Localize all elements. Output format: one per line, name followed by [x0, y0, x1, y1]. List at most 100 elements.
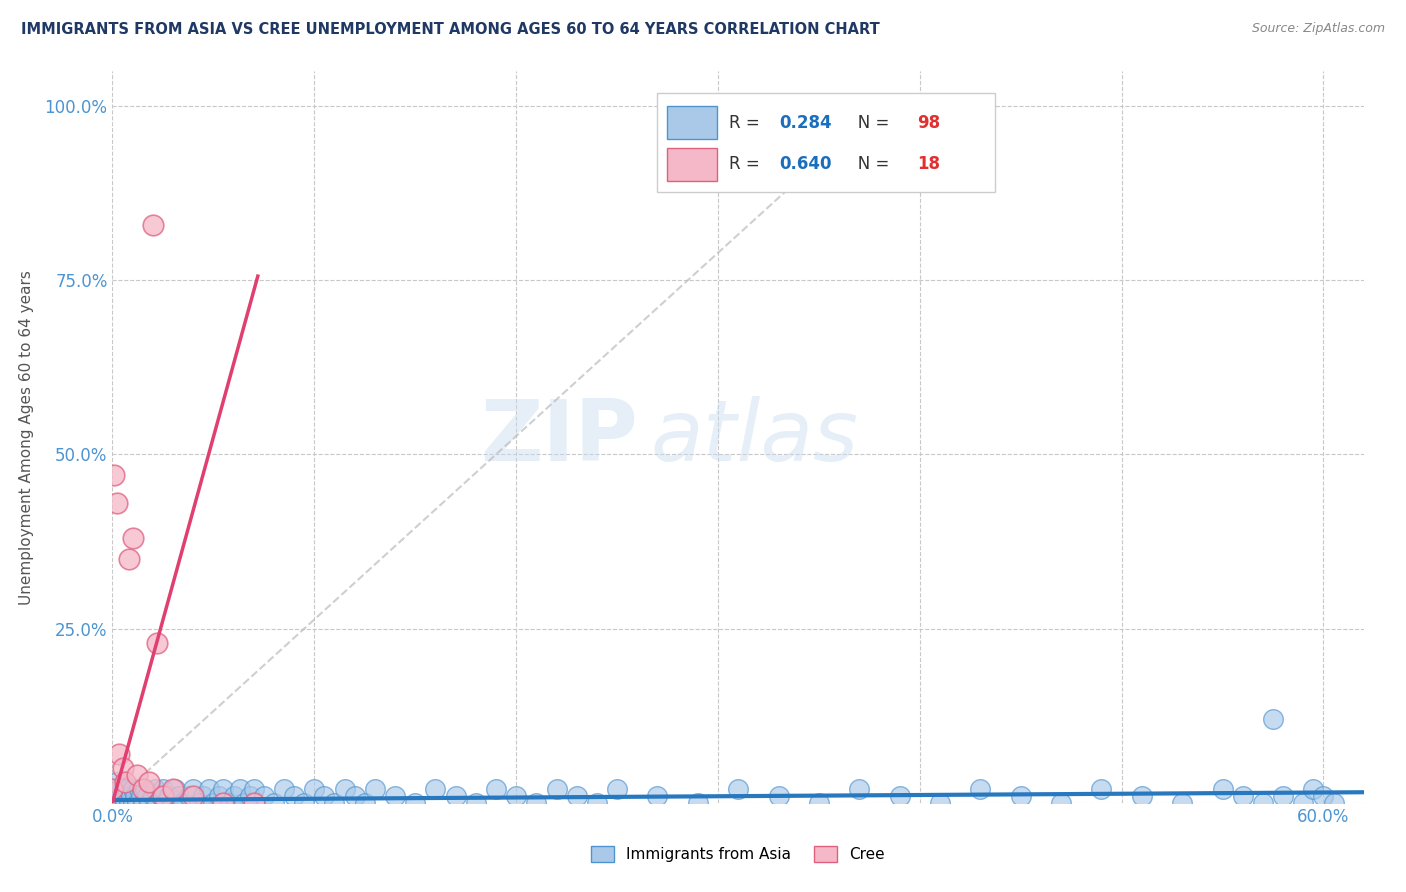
Point [188, 796, 211, 810]
Point [333, 781, 356, 796]
Point [353, 796, 375, 810]
FancyBboxPatch shape [666, 106, 717, 139]
Point [505, 789, 527, 803]
Point [1212, 781, 1234, 796]
Point [134, 781, 156, 796]
Text: R =: R = [730, 155, 765, 173]
Point [218, 796, 240, 810]
Point [105, 775, 128, 789]
Point [121, 796, 143, 810]
Point [314, 789, 336, 803]
Point [263, 796, 285, 810]
Point [1090, 781, 1112, 796]
Point [606, 781, 628, 796]
Point [132, 796, 155, 810]
Point [105, 496, 128, 510]
Point [167, 789, 190, 803]
Point [889, 789, 911, 803]
Point [111, 789, 134, 803]
FancyBboxPatch shape [657, 94, 994, 192]
Point [107, 781, 129, 796]
Point [135, 789, 157, 803]
Point [1261, 712, 1284, 726]
Point [292, 796, 315, 810]
Point [179, 789, 201, 803]
Point [162, 781, 184, 796]
Point [110, 789, 132, 803]
Point [232, 796, 254, 810]
Point [283, 789, 305, 803]
Point [138, 796, 160, 810]
Text: ZIP: ZIP [481, 395, 638, 479]
Point [807, 796, 830, 810]
Point [153, 796, 176, 810]
Point [1010, 789, 1032, 803]
Point [212, 781, 235, 796]
Point [202, 796, 225, 810]
Point [125, 796, 148, 810]
Point [212, 796, 235, 810]
Point [172, 796, 194, 810]
Point [117, 552, 139, 566]
Point [464, 796, 486, 810]
Y-axis label: Unemployment Among Ages 60 to 64 years: Unemployment Among Ages 60 to 64 years [18, 269, 34, 605]
Point [239, 789, 262, 803]
Point [647, 789, 669, 803]
Point [181, 789, 204, 803]
Point [193, 789, 215, 803]
Text: 18: 18 [917, 155, 941, 173]
FancyBboxPatch shape [666, 148, 717, 181]
Point [485, 781, 508, 796]
Point [1322, 796, 1344, 810]
Point [110, 796, 132, 810]
Point [727, 781, 749, 796]
Point [138, 775, 160, 789]
Point [546, 781, 568, 796]
Point [142, 789, 165, 803]
Point [146, 796, 169, 810]
Text: atlas: atlas [651, 395, 859, 479]
Text: N =: N = [842, 155, 894, 173]
Point [120, 789, 142, 803]
Point [253, 789, 276, 803]
Point [107, 747, 129, 761]
Point [115, 781, 138, 796]
Point [768, 789, 790, 803]
Point [384, 789, 406, 803]
Point [103, 781, 125, 796]
Point [686, 796, 709, 810]
Point [1171, 796, 1194, 810]
Point [157, 789, 180, 803]
Point [198, 781, 221, 796]
Text: IMMIGRANTS FROM ASIA VS CREE UNEMPLOYMENT AMONG AGES 60 TO 64 YEARS CORRELATION : IMMIGRANTS FROM ASIA VS CREE UNEMPLOYMEN… [21, 22, 880, 37]
Point [222, 789, 245, 803]
Point [273, 781, 295, 796]
Point [146, 635, 169, 649]
Point [101, 781, 124, 796]
Point [304, 781, 326, 796]
Point [111, 781, 134, 796]
Point [228, 781, 250, 796]
Text: 0.284: 0.284 [779, 113, 832, 131]
Point [343, 789, 366, 803]
Point [149, 789, 172, 803]
Point [114, 775, 136, 789]
Point [162, 796, 184, 810]
Point [128, 781, 150, 796]
Legend: Immigrants from Asia, Cree: Immigrants from Asia, Cree [585, 840, 891, 868]
Point [125, 768, 148, 782]
Point [1050, 796, 1073, 810]
Point [1272, 789, 1295, 803]
Point [1130, 789, 1153, 803]
Point [1312, 789, 1334, 803]
Point [115, 789, 138, 803]
Point [143, 781, 166, 796]
Point [107, 796, 129, 810]
Point [404, 796, 426, 810]
Point [208, 789, 231, 803]
Point [142, 218, 165, 232]
Point [1292, 796, 1315, 810]
Point [425, 781, 447, 796]
Point [969, 781, 991, 796]
Point [848, 781, 870, 796]
